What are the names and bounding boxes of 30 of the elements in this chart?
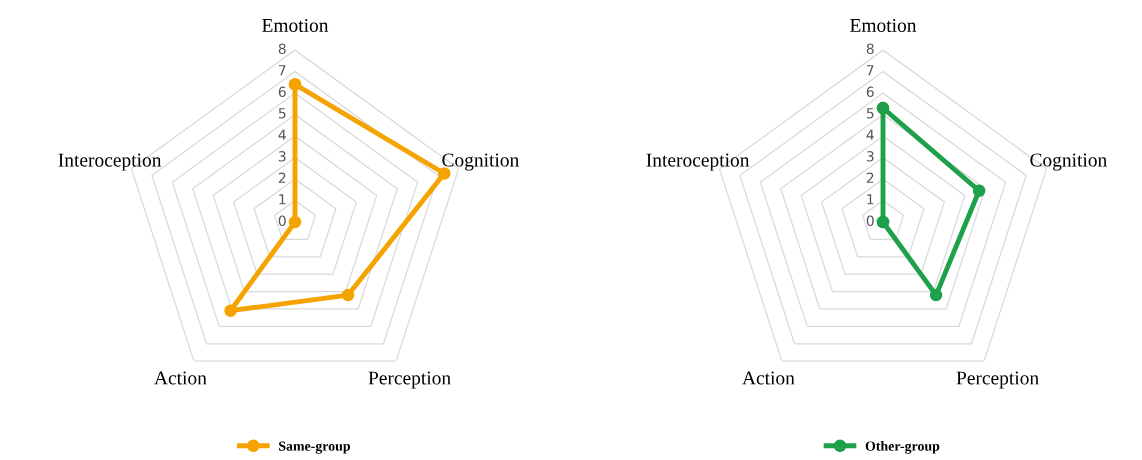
- spoke-label: Perception: [956, 371, 1039, 389]
- spoke-label: Cognition: [1030, 153, 1107, 171]
- spoke-label: Action: [154, 371, 207, 385]
- y-tick-label: 4: [278, 129, 286, 140]
- spoke-label: Action: [742, 371, 795, 385]
- y-tick-label: 6: [866, 86, 874, 98]
- spoke-label: Emotion: [850, 18, 917, 32]
- spoke-label: Interoception: [646, 153, 750, 171]
- spoke-label: Emotion: [262, 18, 329, 32]
- spoke-label: Perception: [368, 371, 451, 389]
- legend-label: Same-group: [279, 441, 351, 454]
- y-tick-label: 1: [867, 194, 874, 205]
- spoke-label: Interoception: [58, 153, 162, 171]
- y-tick-label: 7: [278, 65, 286, 76]
- y-tick-label: 0: [866, 215, 874, 227]
- y-tick-label: 7: [866, 65, 874, 76]
- y-tick-label: 3: [278, 151, 286, 162]
- y-tick-label: 3: [866, 151, 874, 162]
- spoke-label: Cognition: [442, 153, 519, 171]
- y-tick-label: 2: [278, 172, 286, 183]
- y-tick-label: 1: [279, 194, 286, 205]
- y-tick-label: 8: [866, 43, 874, 55]
- y-tick-label: 5: [866, 108, 874, 119]
- y-tick-label: 4: [866, 129, 874, 140]
- y-tick-label: 5: [278, 108, 286, 119]
- legend-label: Other-group: [865, 440, 940, 454]
- y-tick-label: 6: [278, 86, 286, 98]
- y-tick-label: 0: [278, 215, 286, 227]
- y-tick-label: 2: [866, 172, 874, 183]
- y-tick-label: 8: [278, 43, 286, 55]
